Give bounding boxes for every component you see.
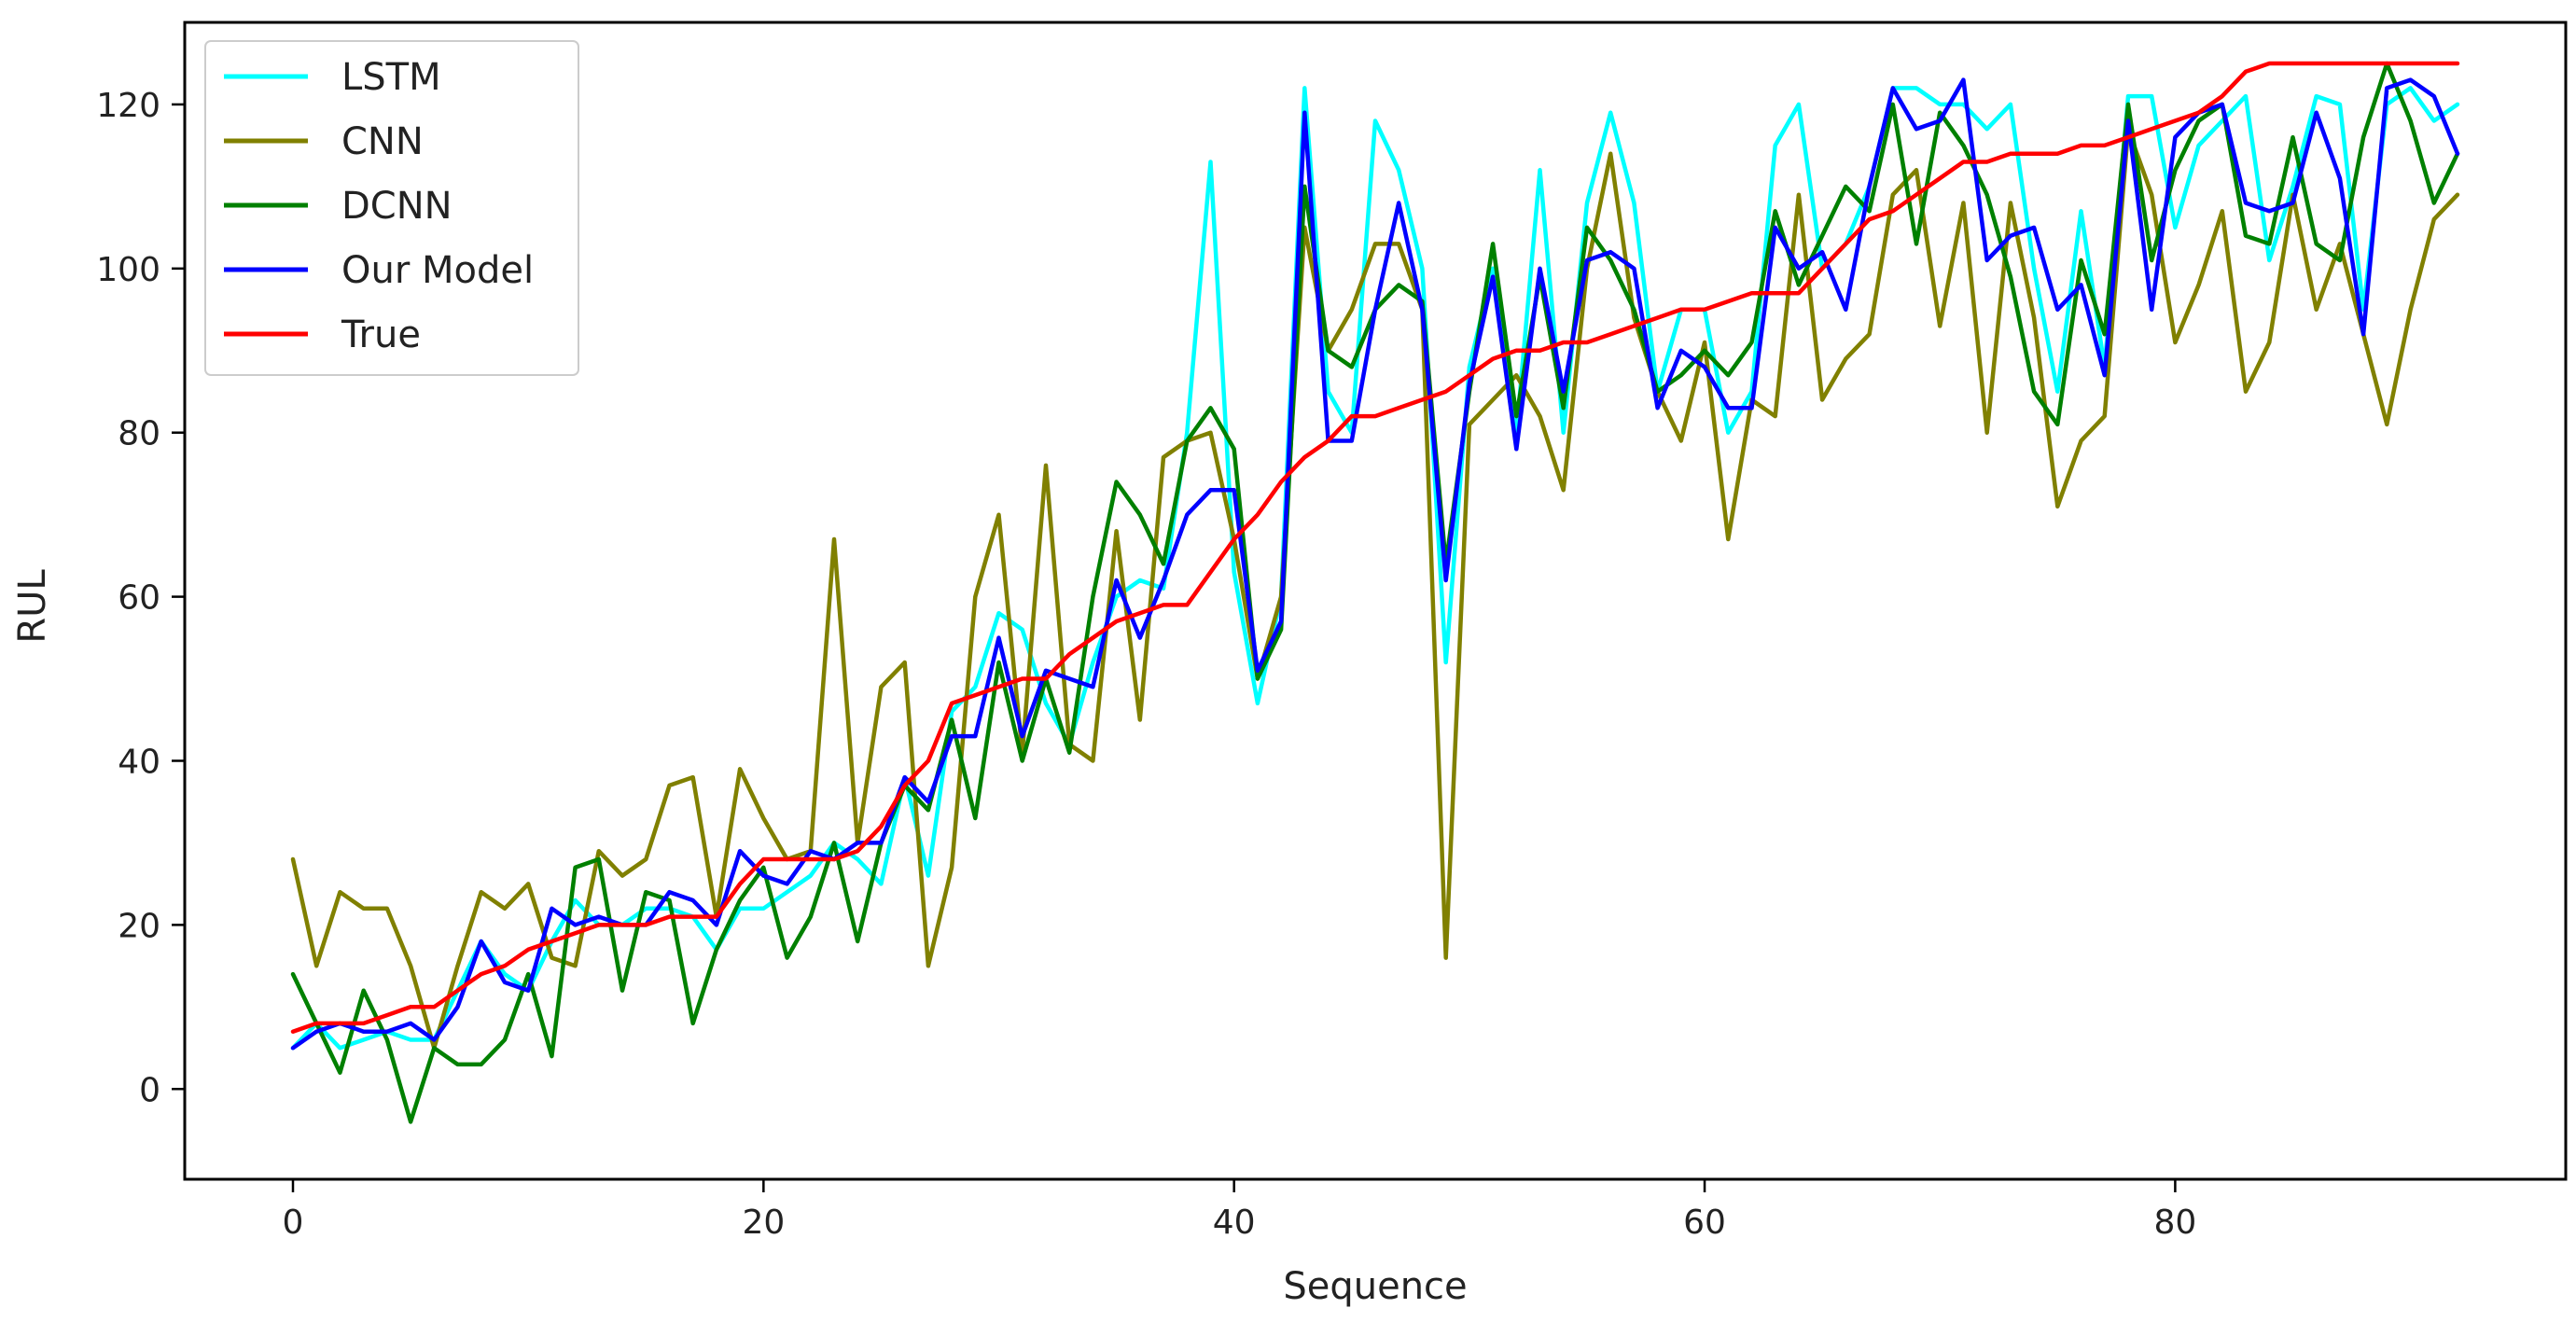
legend-label: True [341, 313, 421, 356]
legend-box [204, 40, 579, 376]
x-axis: 0 20 40 60 80 [283, 1179, 2196, 1242]
x-tick-label: 0 [283, 1204, 304, 1242]
series-line-cnn [290, 127, 2460, 1051]
x-axis-label: Sequence [1283, 1265, 1467, 1308]
y-tick-label: 40 [118, 743, 160, 781]
x-tick-label: 20 [742, 1204, 785, 1242]
series-layer [290, 61, 2460, 1124]
legend-label: CNN [341, 120, 424, 163]
y-tick-label: 0 [139, 1071, 160, 1109]
y-tick-label: 120 [96, 87, 160, 125]
y-axis: 0 20 40 60 80 100 120 [96, 87, 185, 1109]
y-axis-label: RUL [11, 569, 54, 644]
y-tick-label: 20 [118, 907, 160, 945]
legend: LSTM CNN DCNN Our Model True [204, 40, 579, 376]
y-tick-label: 100 [96, 251, 160, 289]
x-tick-label: 60 [1683, 1204, 1726, 1242]
x-tick-label: 40 [1213, 1204, 1256, 1242]
legend-label: LSTM [341, 56, 441, 99]
x-tick-label: 80 [2153, 1204, 2196, 1242]
y-tick-label: 80 [118, 415, 160, 453]
series-line-our-model [290, 77, 2460, 1051]
y-tick-label: 60 [118, 579, 160, 618]
legend-label: Our Model [341, 249, 534, 292]
legend-label: DCNN [341, 185, 453, 228]
plot-frame [183, 21, 2568, 1181]
series-line-true [290, 61, 2460, 1034]
